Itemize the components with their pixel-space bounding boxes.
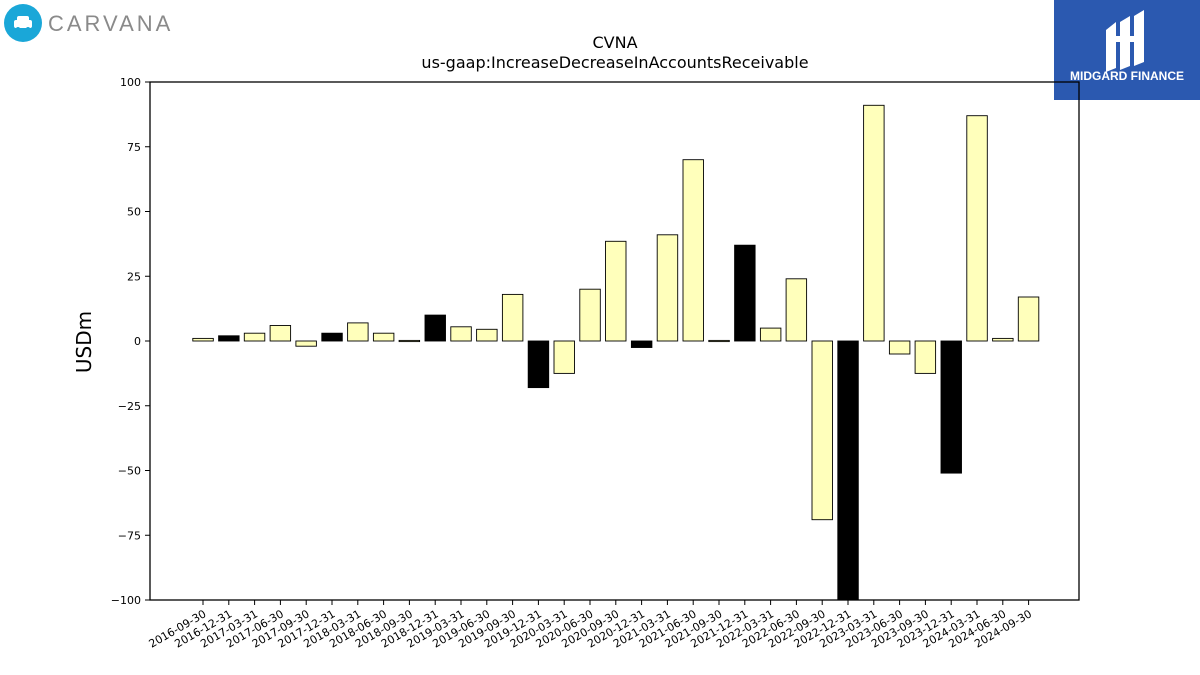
bar (424, 314, 446, 342)
midgard-finance-logo: MIDGARD FINANCE (1054, 0, 1200, 100)
y-tick-label: 0 (134, 335, 141, 348)
bar (682, 159, 704, 342)
bar (914, 340, 937, 374)
bar (785, 278, 808, 342)
carvana-logo: CARVANA (4, 4, 184, 44)
bar (501, 293, 524, 342)
carvana-wordmark: CARVANA (48, 11, 173, 36)
bar (630, 340, 653, 348)
bar (992, 337, 1014, 342)
bar (347, 322, 369, 342)
bar (888, 340, 911, 355)
y-tick-label: 50 (127, 206, 141, 219)
bar (811, 340, 833, 521)
chart-title: CVNA (592, 33, 637, 52)
y-tick-label: 75 (127, 141, 141, 154)
y-tick-label: −25 (118, 400, 141, 413)
bar (579, 288, 601, 342)
bar (398, 339, 421, 343)
y-tick-label: 25 (127, 270, 141, 283)
midgard-wordmark: MIDGARD FINANCE (1070, 69, 1184, 83)
bar (734, 244, 756, 342)
bar (656, 234, 679, 342)
y-axis-ticks: −100 −75 −50 −25 0 25 50 75 100 (111, 76, 150, 607)
y-tick-label: −100 (111, 594, 141, 607)
bar (269, 325, 292, 342)
bar (1017, 296, 1040, 342)
chart-subtitle: us-gaap:IncreaseDecreaseInAccountsReceiv… (421, 53, 808, 72)
y-tick-label: −50 (118, 465, 141, 478)
bar (966, 115, 988, 342)
bars-group (192, 104, 1040, 601)
bar (863, 104, 885, 342)
bar (553, 340, 575, 374)
y-tick-label: −75 (118, 529, 141, 542)
bar (372, 332, 395, 342)
bar (192, 337, 214, 342)
bar (476, 328, 498, 342)
y-axis-label: USDm (72, 311, 96, 373)
bar (295, 340, 317, 347)
bar (708, 339, 730, 343)
bar (605, 240, 627, 342)
bar (218, 335, 240, 342)
bar (321, 332, 343, 342)
plot-frame (149, 81, 1080, 601)
bar (450, 326, 472, 342)
bar (940, 340, 962, 474)
y-tick-label: 100 (120, 76, 141, 89)
x-axis-ticks: 2016-09-302016-12-312017-03-312017-06-30… (147, 600, 1034, 651)
bar (837, 340, 859, 601)
midgard-emblem-icon (1106, 10, 1144, 72)
bar (243, 332, 266, 342)
bar (759, 327, 782, 342)
bar (527, 340, 550, 389)
